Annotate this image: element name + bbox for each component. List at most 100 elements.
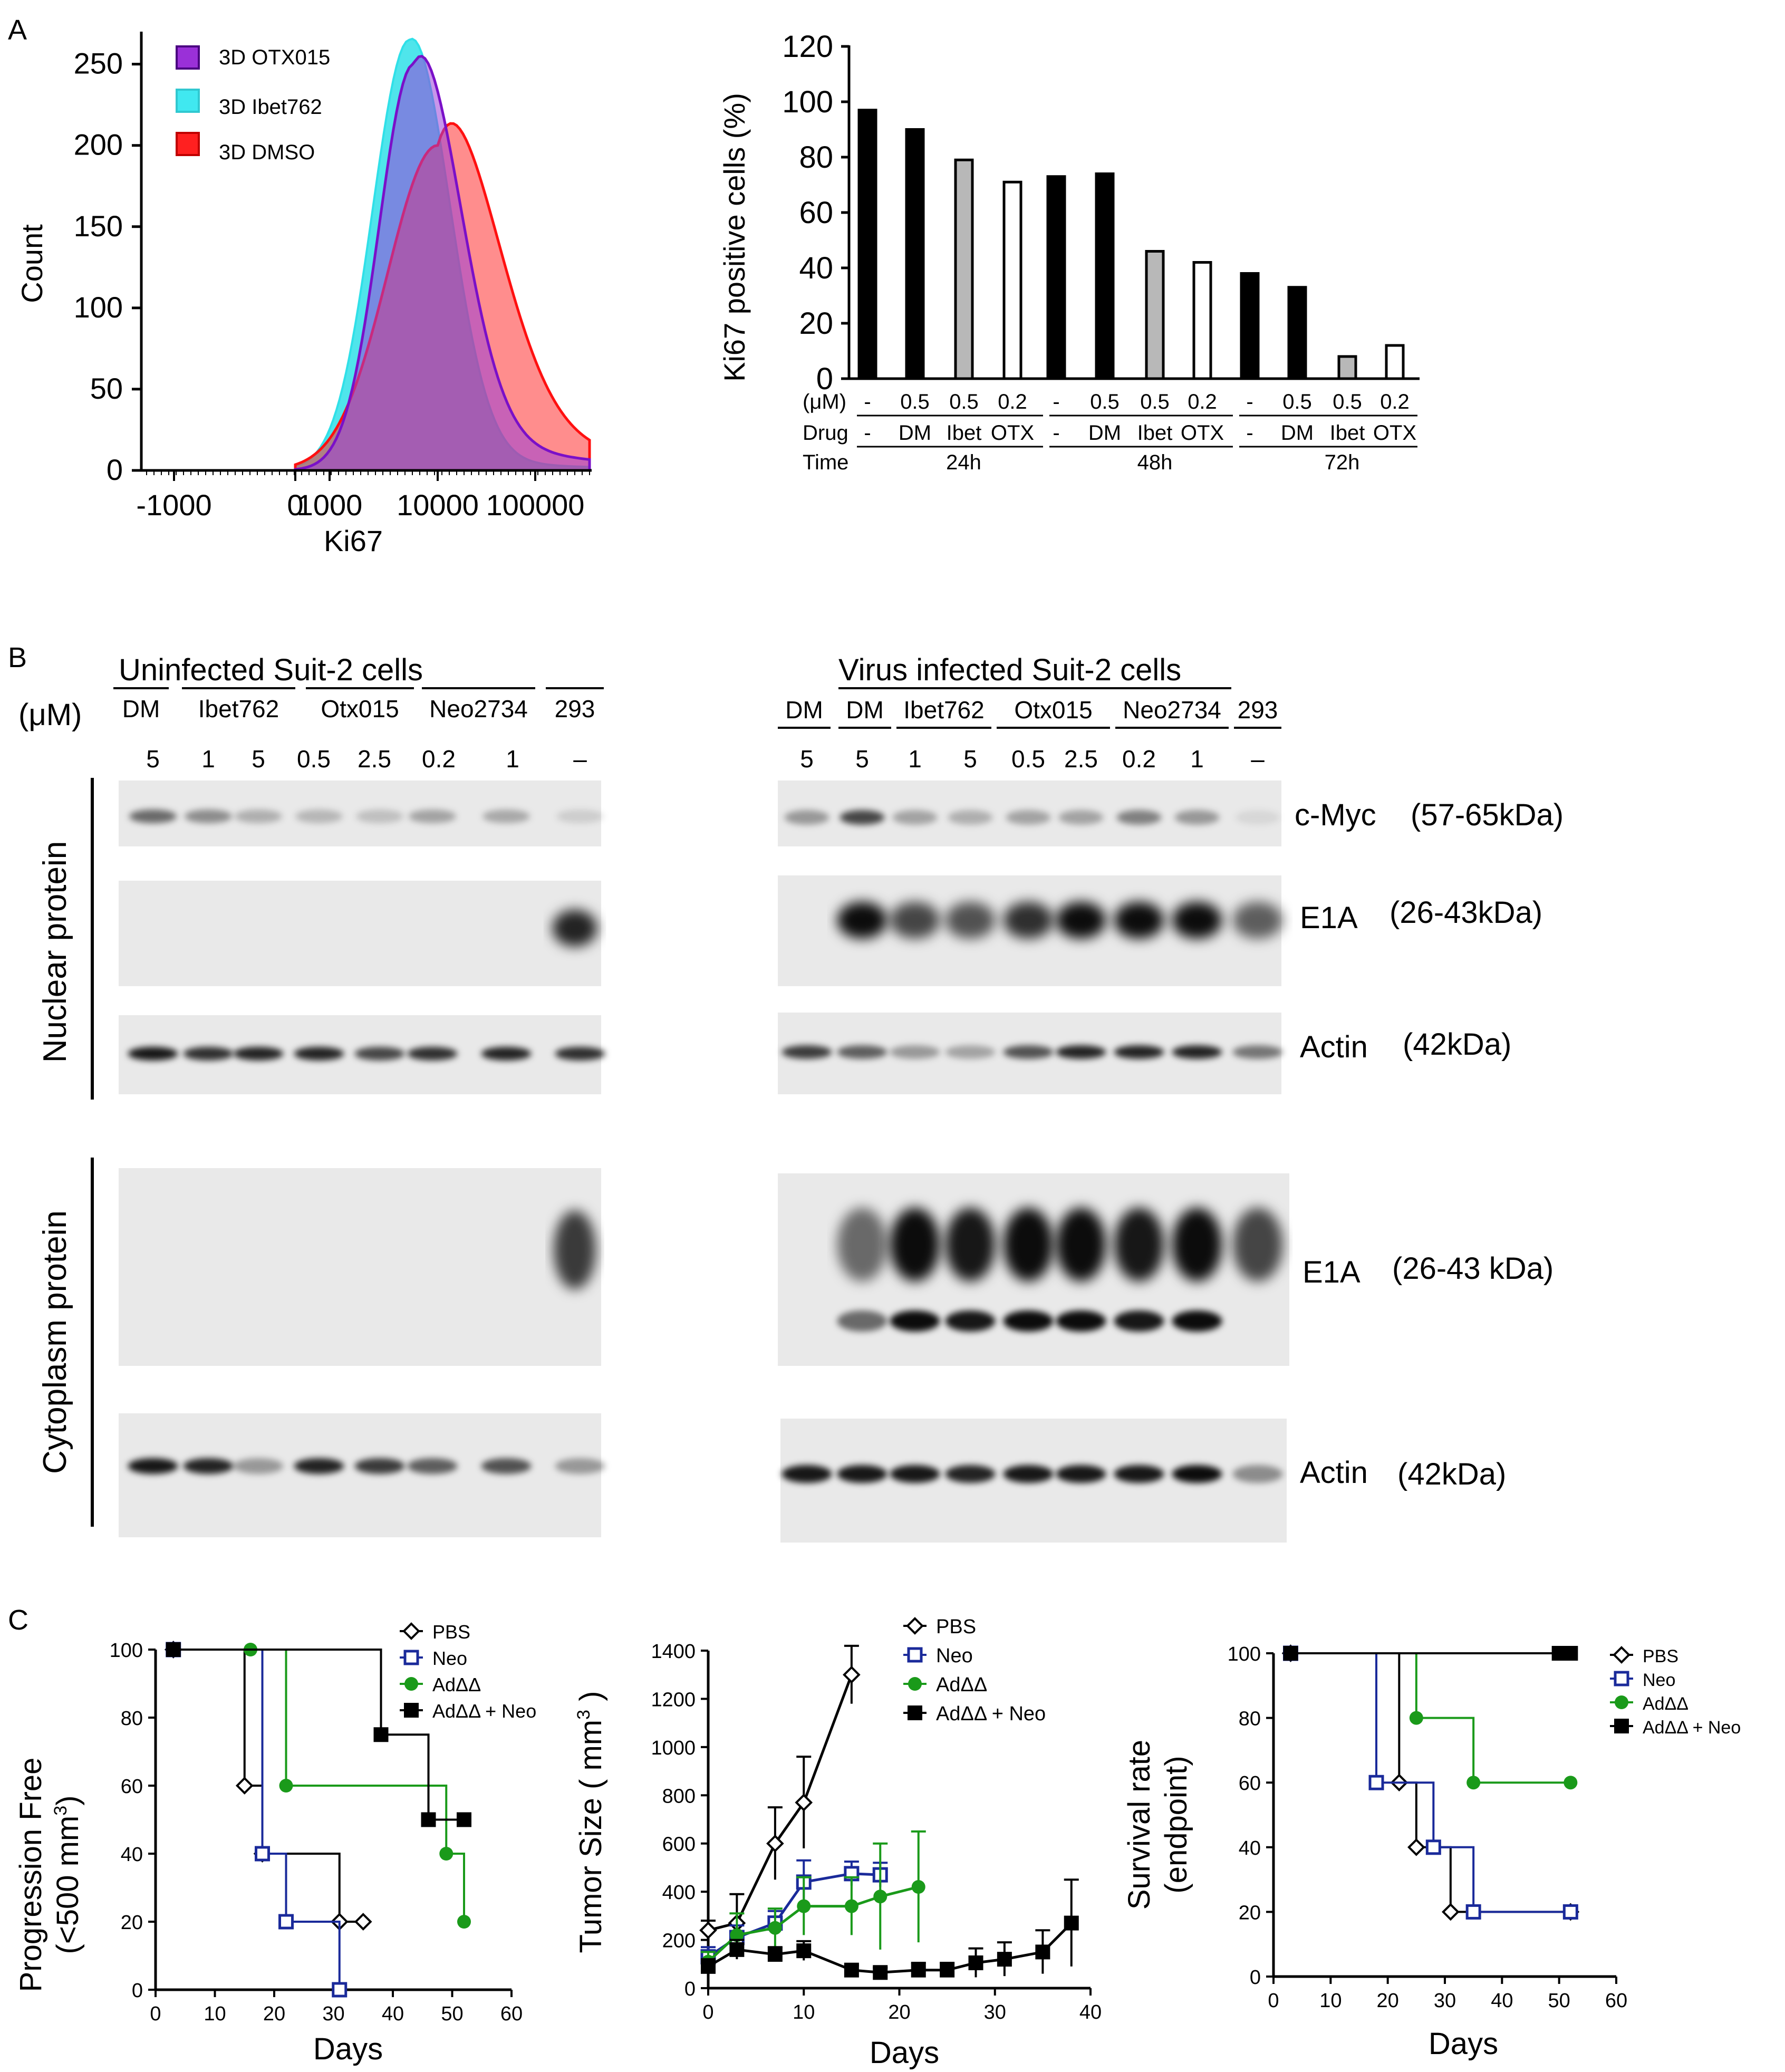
band-right-cmyc xyxy=(1006,810,1051,825)
band-left-cmyc xyxy=(409,809,456,823)
band-right-e1a xyxy=(837,902,887,939)
band-left-actin-cyto xyxy=(481,1458,532,1474)
progression-y-tick-label: 80 xyxy=(121,1708,143,1730)
blot-right-dose-label: 1 xyxy=(908,745,922,773)
progression-y-tick-label: 0 xyxy=(132,1980,143,2002)
bar-y-label: Ki67 positive cells (%) xyxy=(718,93,751,382)
blot-left-group-label: Otx015 xyxy=(321,695,399,722)
band-left-actin-cyto xyxy=(183,1458,234,1474)
blot-left-dose-label: 1 xyxy=(201,745,215,773)
band-right-cmyc xyxy=(948,810,993,825)
progression-y-tick-label: 100 xyxy=(110,1640,143,1662)
legend-label-otx015: 3D OTX015 xyxy=(219,46,330,69)
tumor-point xyxy=(701,1959,716,1974)
bar-dose-label: 0.2 xyxy=(1380,390,1410,413)
band-left-e1a-cyto-293 xyxy=(554,1210,596,1289)
tumor-point xyxy=(767,1947,783,1962)
histogram-y-tick-label: 100 xyxy=(74,291,123,324)
survival-point xyxy=(1425,1839,1441,1855)
blot-left-title: Uninfected Suit-2 cells xyxy=(119,653,423,687)
bar-dose-label: - xyxy=(864,390,871,413)
band-right-e1a xyxy=(890,902,940,939)
survival-y-label-line2: (endpoint) xyxy=(1159,1756,1193,1893)
band-right-e1a-cyto-lower xyxy=(890,1310,940,1332)
bar xyxy=(1095,172,1115,380)
band-left-cmyc xyxy=(129,809,177,823)
band-size-e1a-cyto: (26-43 kDa) xyxy=(1392,1251,1554,1286)
survival-x-tick-label: 60 xyxy=(1605,1990,1627,2012)
band-left-cmyc xyxy=(483,809,530,823)
tumor-point xyxy=(730,1928,744,1942)
bar-dose-label: 0.5 xyxy=(1333,390,1362,413)
blot-left-dose-label: 1 xyxy=(506,745,519,773)
bar-drug-label: DM xyxy=(1088,421,1121,445)
progression-x-tick-label: 60 xyxy=(500,2003,523,2025)
tumor-point xyxy=(968,1955,983,1970)
survival-start-point xyxy=(1283,1646,1298,1661)
blot-left-dose-label: 2.5 xyxy=(358,745,391,773)
band-size-cmyc: (57-65kDa) xyxy=(1411,798,1564,832)
tumor-legend-label: AdΔΔ xyxy=(936,1674,987,1696)
band-right-e1a-cyto-lower xyxy=(945,1310,996,1332)
survival-legend-marker xyxy=(1613,1646,1630,1664)
band-right-actin xyxy=(1003,1045,1054,1059)
band-left-actin-cyto xyxy=(407,1458,458,1474)
survival-y-tick-label: 0 xyxy=(1250,1967,1261,1989)
band-right-e1a-cyto xyxy=(945,1208,996,1281)
blot-right-group-label: 293 xyxy=(1238,696,1278,724)
band-left-actin xyxy=(555,1047,605,1061)
tumor-legend-marker xyxy=(907,1647,923,1663)
bar-y-tick-label: 60 xyxy=(799,196,833,230)
band-right-e1a-cyto xyxy=(1232,1208,1283,1281)
progression-series-line xyxy=(173,1649,465,1922)
bar-y-tick-label: 120 xyxy=(782,30,833,64)
survival-y-tick-label: 40 xyxy=(1239,1837,1261,1859)
blot-right-dose-label: 1 xyxy=(1190,745,1204,773)
survival-x-tick-label: 20 xyxy=(1377,1990,1399,2012)
band-label-e1a-cyto: E1A xyxy=(1302,1255,1361,1289)
survival-point xyxy=(1465,1904,1481,1920)
band-right-actin xyxy=(1232,1045,1283,1059)
band-right-cmyc xyxy=(1058,810,1104,825)
band-right-e1a xyxy=(945,902,996,939)
progression-point xyxy=(421,1812,436,1827)
bar-dose-label: 0.2 xyxy=(1188,390,1217,413)
band-right-actin-cyto xyxy=(890,1465,940,1483)
bar-dose-label: 0.2 xyxy=(998,390,1027,413)
band-right-e1a xyxy=(1114,902,1164,939)
band-left-e1a-293 xyxy=(552,910,597,947)
blot-left-dose-label: 0.5 xyxy=(297,745,331,773)
blot-left-dose-label: – xyxy=(573,745,587,773)
band-label-cmyc: c-Myc xyxy=(1295,798,1376,832)
histogram-x-tick-label: 0 xyxy=(287,488,303,522)
band-right-actin-cyto xyxy=(781,1465,832,1483)
bar-time-label: 24h xyxy=(946,451,981,474)
blot-right-dose-label: 5 xyxy=(855,745,869,773)
band-right-cmyc xyxy=(892,810,938,825)
histogram-y-tick-label: 0 xyxy=(107,453,123,486)
tumor-point xyxy=(1035,1944,1050,1960)
band-right-e1a xyxy=(1232,902,1283,939)
bar-dose-label: - xyxy=(1053,390,1059,413)
tumor-legend-marker xyxy=(908,1677,922,1691)
progression-series-line xyxy=(173,1649,464,1821)
progression-x-label: Days xyxy=(313,2032,383,2066)
tumor-point xyxy=(844,1962,859,1978)
blot-left-dose-label: 5 xyxy=(252,745,265,773)
band-right-e1a-cyto-lower xyxy=(1003,1310,1054,1332)
band-right-e1a-cyto xyxy=(890,1208,940,1281)
band-right-actin xyxy=(837,1045,887,1059)
bar-y-tick-label: 20 xyxy=(799,306,833,341)
band-right-actin-cyto xyxy=(837,1465,887,1483)
band-label-actin-cyto: Actin xyxy=(1300,1456,1368,1490)
bar-dose-label: 0.5 xyxy=(949,390,979,413)
survival-x-tick-label: 40 xyxy=(1491,1990,1513,2012)
legend-swatch-dmso xyxy=(176,132,200,156)
progression-point xyxy=(255,1846,270,1862)
blot-right-title: Virus infected Suit-2 cells xyxy=(838,653,1181,687)
tumor-y-tick-label: 0 xyxy=(684,1978,696,2000)
tumor-y-tick-label: 600 xyxy=(662,1834,696,1856)
blot-right-group-label: DM xyxy=(785,696,823,724)
band-size-actin-nuclear: (42kDa) xyxy=(1403,1027,1511,1062)
